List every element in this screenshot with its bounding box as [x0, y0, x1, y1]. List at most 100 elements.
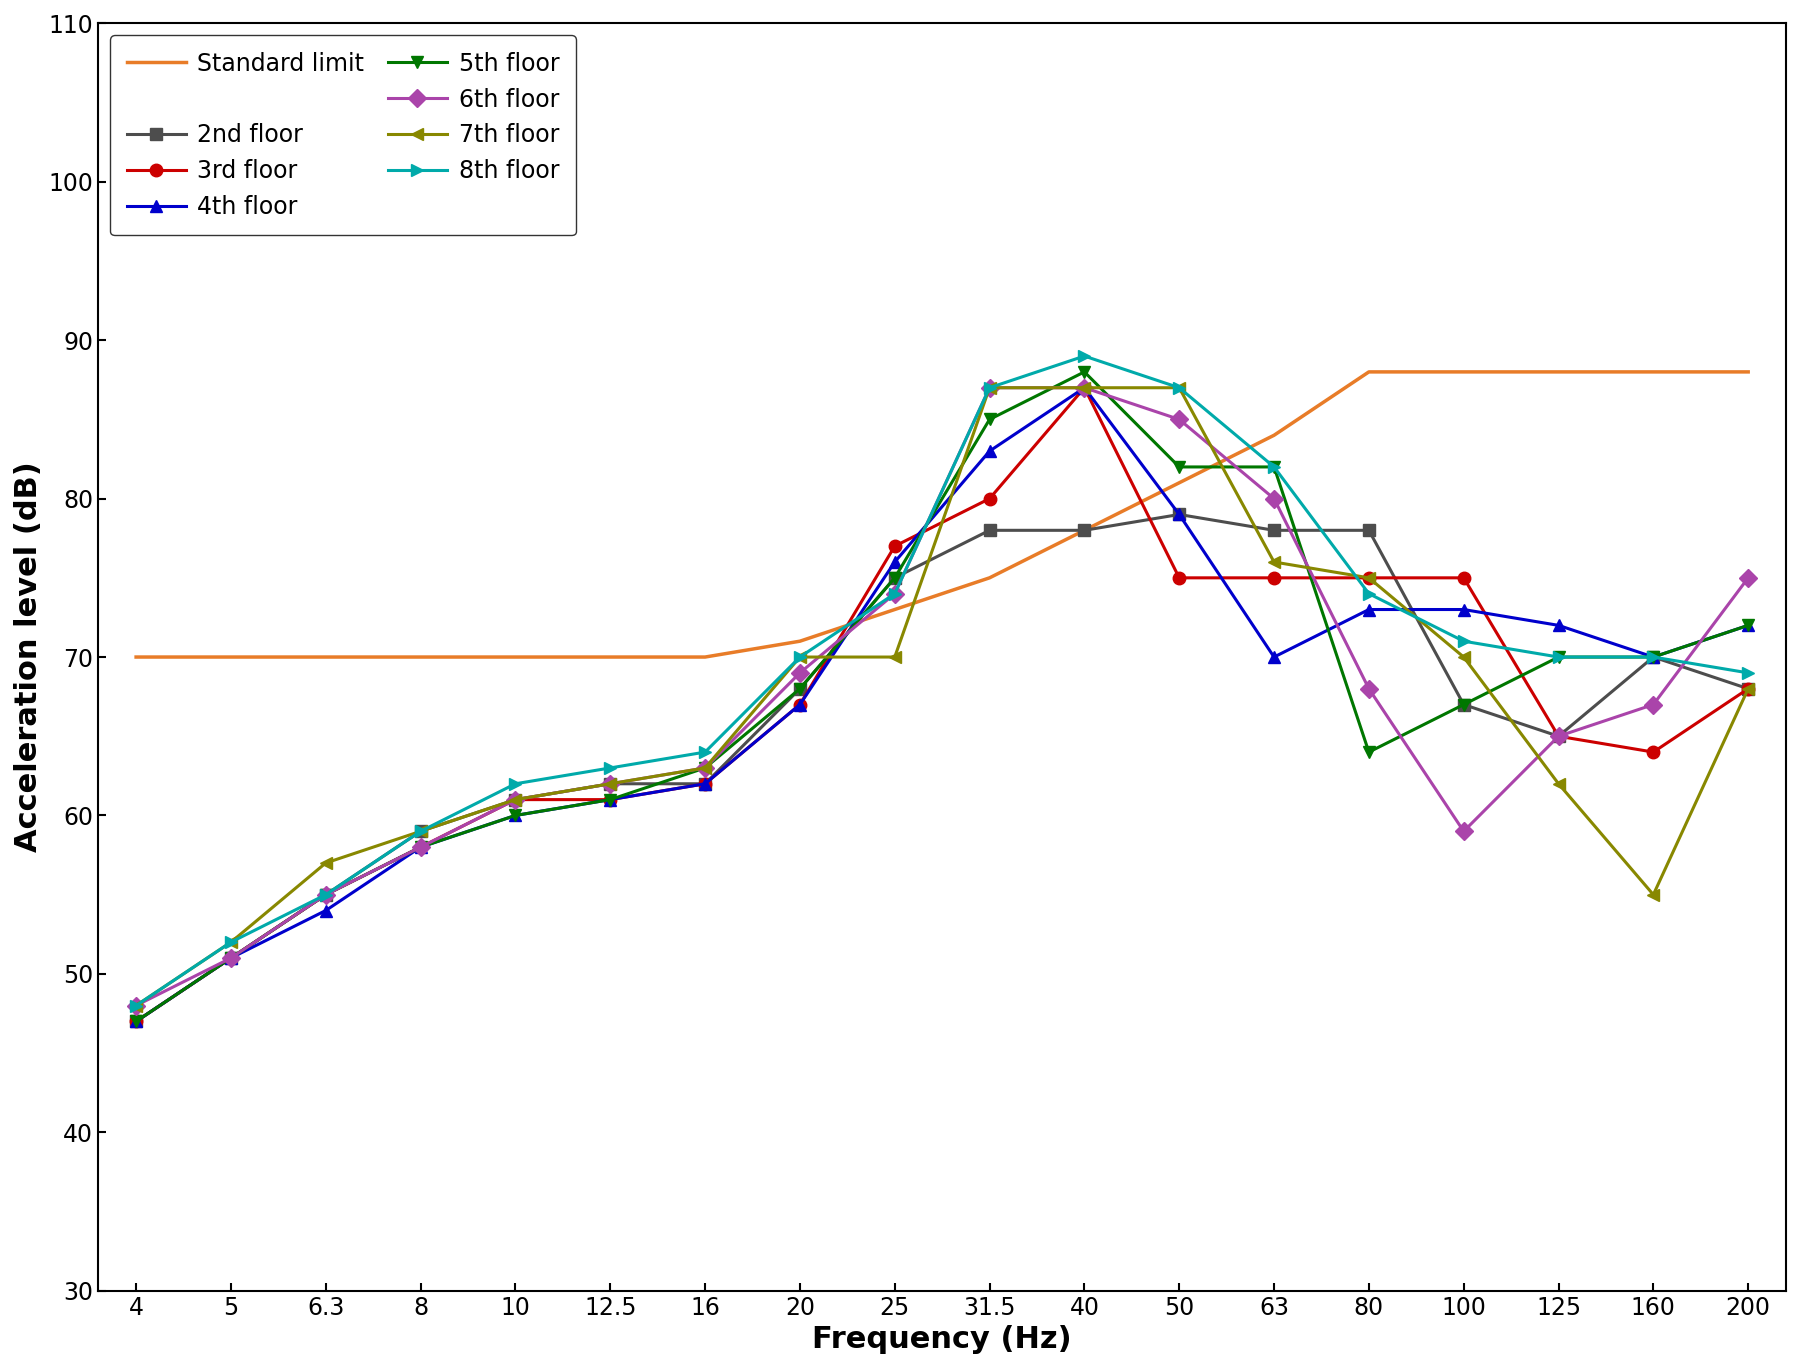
- 4th floor: [1737, 617, 1759, 633]
- 8th floor: [1264, 458, 1285, 475]
- Standard limit: [126, 648, 148, 665]
- 3rd floor: [410, 839, 432, 855]
- 8th floor: [1168, 379, 1190, 395]
- 7th floor: [1168, 379, 1190, 395]
- 3rd floor: [788, 696, 810, 713]
- 8th floor: [1357, 586, 1379, 602]
- 2nd floor: [410, 824, 432, 840]
- 7th floor: [1643, 886, 1665, 903]
- 7th floor: [599, 776, 621, 792]
- 2nd floor: [599, 776, 621, 792]
- Standard limit: [1264, 427, 1285, 443]
- 6th floor: [788, 665, 810, 681]
- 4th floor: [1264, 648, 1285, 665]
- 2nd floor: [504, 792, 526, 808]
- 5th floor: [1264, 458, 1285, 475]
- 2nd floor: [315, 886, 337, 903]
- 6th floor: [1073, 379, 1094, 395]
- Line: 7th floor: 7th floor: [130, 382, 1755, 1012]
- 3rd floor: [695, 776, 716, 792]
- 7th floor: [695, 759, 716, 776]
- 7th floor: [504, 792, 526, 808]
- 5th floor: [504, 807, 526, 824]
- 8th floor: [315, 886, 337, 903]
- 8th floor: [695, 744, 716, 761]
- 8th floor: [788, 648, 810, 665]
- Standard limit: [1357, 364, 1379, 380]
- 6th floor: [1168, 412, 1190, 428]
- 3rd floor: [1453, 569, 1474, 586]
- 5th floor: [1073, 364, 1094, 380]
- 8th floor: [1643, 648, 1665, 665]
- Standard limit: [1073, 523, 1094, 539]
- 6th floor: [1548, 728, 1570, 744]
- 7th floor: [1357, 569, 1379, 586]
- 3rd floor: [1357, 569, 1379, 586]
- 5th floor: [315, 886, 337, 903]
- 5th floor: [788, 680, 810, 696]
- Standard limit: [1453, 364, 1474, 380]
- 6th floor: [504, 792, 526, 808]
- 3rd floor: [599, 792, 621, 808]
- 4th floor: [1643, 648, 1665, 665]
- 8th floor: [884, 586, 905, 602]
- 7th floor: [126, 997, 148, 1014]
- 6th floor: [315, 886, 337, 903]
- 6th floor: [1357, 680, 1379, 696]
- 3rd floor: [1548, 728, 1570, 744]
- 6th floor: [410, 839, 432, 855]
- Standard limit: [315, 648, 337, 665]
- 5th floor: [1357, 744, 1379, 761]
- 5th floor: [1737, 617, 1759, 633]
- 8th floor: [126, 997, 148, 1014]
- 3rd floor: [1073, 379, 1094, 395]
- 6th floor: [126, 997, 148, 1014]
- Standard limit: [599, 648, 621, 665]
- 4th floor: [979, 443, 1001, 460]
- 7th floor: [1453, 648, 1474, 665]
- 4th floor: [410, 839, 432, 855]
- Line: 5th floor: 5th floor: [130, 365, 1755, 1027]
- 8th floor: [599, 759, 621, 776]
- 4th floor: [504, 807, 526, 824]
- 8th floor: [220, 934, 241, 951]
- 6th floor: [1737, 569, 1759, 586]
- 7th floor: [220, 934, 241, 951]
- 2nd floor: [979, 523, 1001, 539]
- 4th floor: [788, 696, 810, 713]
- 5th floor: [979, 412, 1001, 428]
- 7th floor: [884, 648, 905, 665]
- 5th floor: [220, 949, 241, 966]
- Standard limit: [410, 648, 432, 665]
- 5th floor: [884, 569, 905, 586]
- Line: 3rd floor: 3rd floor: [130, 382, 1755, 1027]
- 2nd floor: [1264, 523, 1285, 539]
- 2nd floor: [1168, 506, 1190, 523]
- 8th floor: [979, 379, 1001, 395]
- 8th floor: [1548, 648, 1570, 665]
- 4th floor: [1168, 506, 1190, 523]
- 2nd floor: [788, 680, 810, 696]
- 6th floor: [220, 949, 241, 966]
- 4th floor: [695, 776, 716, 792]
- 5th floor: [1453, 696, 1474, 713]
- Line: 2nd floor: 2nd floor: [130, 509, 1755, 1027]
- 7th floor: [1737, 680, 1759, 696]
- 6th floor: [695, 759, 716, 776]
- Standard limit: [1737, 364, 1759, 380]
- 2nd floor: [220, 949, 241, 966]
- 2nd floor: [1357, 523, 1379, 539]
- 8th floor: [504, 776, 526, 792]
- 6th floor: [979, 379, 1001, 395]
- 2nd floor: [884, 569, 905, 586]
- Standard limit: [504, 648, 526, 665]
- 7th floor: [788, 648, 810, 665]
- 8th floor: [410, 824, 432, 840]
- 5th floor: [410, 839, 432, 855]
- 4th floor: [884, 554, 905, 570]
- 4th floor: [1548, 617, 1570, 633]
- 5th floor: [695, 759, 716, 776]
- Line: Standard limit: Standard limit: [137, 372, 1748, 657]
- 2nd floor: [126, 1014, 148, 1030]
- 8th floor: [1073, 347, 1094, 364]
